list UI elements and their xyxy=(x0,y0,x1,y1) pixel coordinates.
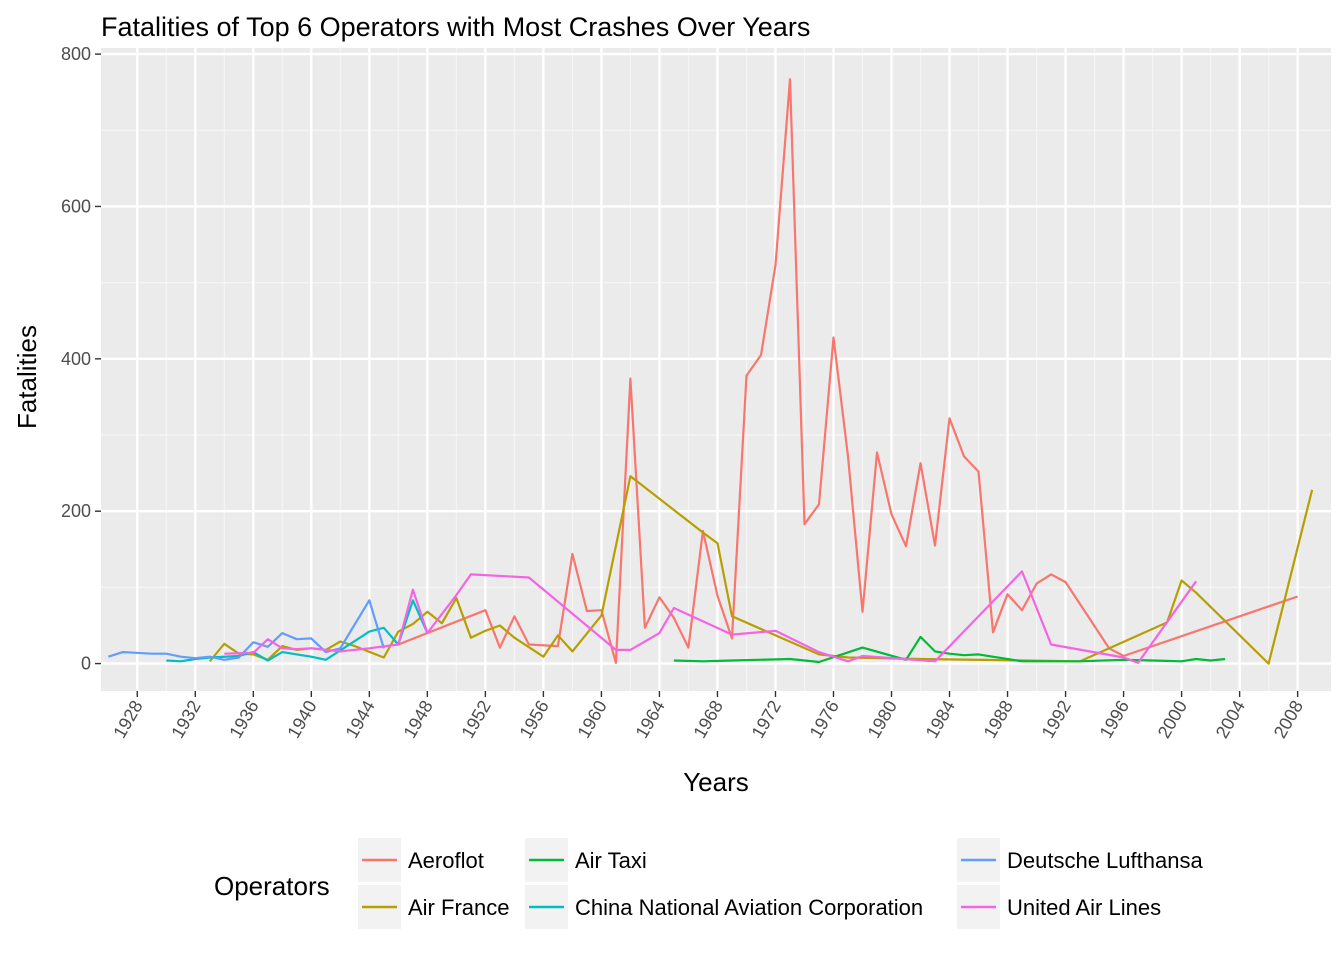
series-line-united-air-lines xyxy=(224,570,1197,664)
series-lines xyxy=(107,78,1314,665)
legend-label: Air Taxi xyxy=(575,848,647,873)
legend-item-deutsche-lufthansa: Deutsche Lufthansa xyxy=(957,838,1203,882)
x-tick-label: 1996 xyxy=(1096,697,1133,742)
x-tick-label: 1984 xyxy=(922,697,959,742)
x-tick-label: 1968 xyxy=(690,697,727,742)
x-tick-label: 1940 xyxy=(283,697,320,742)
x-tick-label: 1988 xyxy=(980,697,1017,742)
x-tick-label: 1948 xyxy=(399,697,436,742)
series-line-deutsche-lufthansa xyxy=(107,599,385,661)
x-tick-label: 1960 xyxy=(574,697,611,742)
legend: Operators Aeroflot Air France Air Taxi Chin… xyxy=(214,838,1203,929)
y-tick-label: 0 xyxy=(81,654,91,674)
y-tick-label: 800 xyxy=(61,44,91,64)
x-tick-label: 1952 xyxy=(457,697,494,742)
series-line-air-taxi xyxy=(673,635,1226,664)
x-tick-label: 1936 xyxy=(225,697,262,742)
y-tick-label: 200 xyxy=(61,501,91,521)
major-gridlines xyxy=(101,48,1331,691)
legend-label: Aeroflot xyxy=(408,848,484,873)
minor-gridlines xyxy=(101,48,1331,691)
legend-item-air-france: Air France xyxy=(358,885,509,929)
legend-item-aeroflot: Aeroflot xyxy=(358,838,484,882)
x-axis: 1928 1932 1936 1940 1944 1948 1952 1956 1960 1964… xyxy=(109,691,1307,742)
x-axis-title: Years xyxy=(683,767,749,797)
x-tick-label: 1980 xyxy=(864,697,901,742)
legend-title: Operators xyxy=(214,871,330,901)
x-tick-label: 1972 xyxy=(748,697,785,742)
legend-label: Deutsche Lufthansa xyxy=(1007,848,1203,873)
x-tick-label: 1928 xyxy=(109,697,146,742)
plot-panel xyxy=(101,48,1331,691)
legend-label: United Air Lines xyxy=(1007,895,1161,920)
legend-item-air-taxi: Air Taxi xyxy=(525,838,647,882)
series-line-aeroflot xyxy=(397,78,1298,664)
y-tick-label: 400 xyxy=(61,349,91,369)
x-tick-label: 2008 xyxy=(1270,697,1307,742)
y-axis-title: Fatalities xyxy=(12,325,42,429)
x-tick-label: 1976 xyxy=(806,697,843,742)
y-tick-label: 600 xyxy=(61,196,91,216)
x-tick-label: 1956 xyxy=(516,697,553,742)
x-tick-label: 1932 xyxy=(167,697,204,742)
legend-label: Air France xyxy=(408,895,509,920)
x-tick-label: 1992 xyxy=(1038,697,1075,742)
legend-item-china-national-aviation-corporation: China National Aviation Corporation xyxy=(525,885,923,929)
x-tick-label: 1964 xyxy=(632,697,669,742)
x-tick-label: 2004 xyxy=(1212,697,1249,742)
chart-title: Fatalities of Top 6 Operators with Most … xyxy=(101,12,810,42)
y-axis: 0 200 400 600 800 xyxy=(61,44,101,674)
x-tick-label: 1944 xyxy=(341,697,378,742)
legend-label: China National Aviation Corporation xyxy=(575,895,923,920)
legend-item-united-air-lines: United Air Lines xyxy=(957,885,1161,929)
x-tick-label: 2000 xyxy=(1154,697,1191,742)
